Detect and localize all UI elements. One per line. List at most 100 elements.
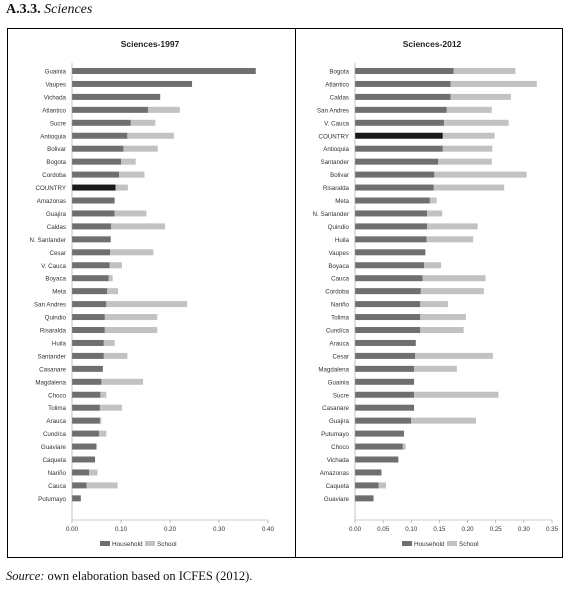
- bar-household: [355, 249, 426, 256]
- category-label: Magdalena: [318, 366, 349, 373]
- category-label: V. Cauca: [41, 263, 66, 270]
- legend-swatch-school: [447, 541, 457, 546]
- bar-household: [72, 339, 104, 346]
- category-label: Bogota: [46, 159, 66, 166]
- bar-household: [72, 275, 109, 282]
- bar-school: [119, 171, 145, 178]
- chart-panel-1: Sciences-1997 Guainia Vaupes Vichada Atlanti…: [30, 39, 275, 548]
- category-label: Putumayo: [38, 496, 66, 503]
- bar-school: [420, 327, 464, 333]
- figure-title: Sciences: [44, 2, 93, 17]
- bar-household: [72, 301, 107, 308]
- figure-heading: A.3.3. Sciences: [6, 2, 92, 18]
- legend-label-household: Household: [112, 541, 143, 548]
- bar-household: [355, 301, 421, 308]
- x-tick-label: 0.40: [262, 526, 275, 533]
- category-label: Nariño: [331, 302, 350, 309]
- x-tick-label: 0.30: [213, 526, 226, 533]
- bar-household: [355, 404, 415, 411]
- x-tick-label: 0.35: [546, 526, 559, 533]
- bar-household: [355, 197, 430, 204]
- bar-school: [411, 417, 477, 424]
- bar-household: [72, 236, 111, 243]
- bar-household: [72, 456, 96, 463]
- bar-household: [72, 262, 110, 269]
- x-tick-label: 0.10: [405, 526, 418, 533]
- category-label: Guainia: [45, 69, 67, 76]
- bar-household: [355, 106, 447, 113]
- bar-school: [446, 106, 492, 113]
- bar-household: [72, 145, 124, 152]
- bar-school: [100, 391, 107, 398]
- category-label: Guainia: [328, 379, 350, 386]
- bar-school: [111, 223, 166, 230]
- bar-household: [72, 482, 87, 489]
- source-label: Source:: [6, 569, 45, 583]
- bar-school: [121, 158, 136, 165]
- bar-household: [72, 391, 101, 398]
- bar-household: [355, 145, 443, 152]
- bar-school: [115, 184, 128, 191]
- bar-household: [355, 456, 399, 463]
- bar-household: [355, 68, 454, 74]
- bar-household: [355, 171, 435, 178]
- bar-household: [72, 314, 105, 321]
- category-label: Magdalena: [35, 379, 66, 386]
- bar-household: [355, 236, 427, 243]
- chart-panel-2: Sciences-2012 Bogota Atlantico Caldas San An…: [313, 39, 559, 548]
- bar-household: [355, 210, 428, 217]
- category-label: Amazonas: [37, 198, 66, 205]
- category-label: COUNTRY: [319, 133, 349, 140]
- bar-school: [414, 365, 457, 372]
- category-label: Boyaca: [328, 263, 349, 270]
- bar-school: [123, 145, 158, 152]
- bar-household: [355, 391, 415, 398]
- category-label: Nariño: [48, 470, 67, 477]
- bar-household: [72, 443, 97, 450]
- bar-household: [355, 223, 428, 230]
- category-label: Risaralda: [323, 185, 350, 192]
- x-tick-label: 0.00: [66, 526, 79, 533]
- bar-school: [420, 301, 448, 308]
- category-label: Atlantico: [325, 81, 349, 88]
- chart-title: Sciences-1997: [121, 39, 180, 49]
- category-label: San Andres: [317, 107, 349, 114]
- legend-label-school: School: [157, 541, 177, 548]
- category-label: Meta: [335, 198, 349, 205]
- bar-school: [450, 80, 537, 87]
- category-label: Casanare: [39, 366, 66, 373]
- category-label: V. Cauca: [324, 120, 349, 127]
- bar-household: [72, 171, 120, 178]
- category-label: COUNTRY: [36, 185, 66, 192]
- category-label: Huila: [52, 340, 67, 347]
- bar-household: [72, 417, 100, 424]
- bar-school: [433, 184, 505, 191]
- bar-household: [355, 417, 412, 424]
- category-label: Putumayo: [321, 431, 349, 438]
- bar-household: [355, 430, 404, 437]
- bar-household: [72, 469, 90, 476]
- bar-household: [72, 223, 112, 230]
- bar-school: [98, 430, 107, 437]
- bar-school: [147, 106, 180, 113]
- bar-household: [355, 158, 439, 165]
- bar-household: [72, 158, 121, 165]
- bar-school: [426, 236, 474, 243]
- category-label: Vichada: [327, 457, 350, 464]
- category-label: Cauca: [48, 483, 66, 490]
- bar-school: [429, 197, 437, 204]
- bar-household: [72, 404, 100, 411]
- category-label: Vaupes: [45, 81, 66, 88]
- bar-school: [110, 249, 154, 256]
- category-label: Amazonas: [320, 470, 349, 477]
- bar-household: [72, 327, 105, 333]
- x-tick-label: 0.05: [377, 526, 390, 533]
- bar-school: [420, 288, 484, 295]
- bar-household: [72, 132, 128, 139]
- bar-school: [109, 262, 122, 269]
- bar-household: [72, 119, 131, 126]
- legend-label-household: Household: [414, 541, 445, 548]
- bar-school: [450, 93, 511, 100]
- category-label: Antioquia: [40, 133, 66, 140]
